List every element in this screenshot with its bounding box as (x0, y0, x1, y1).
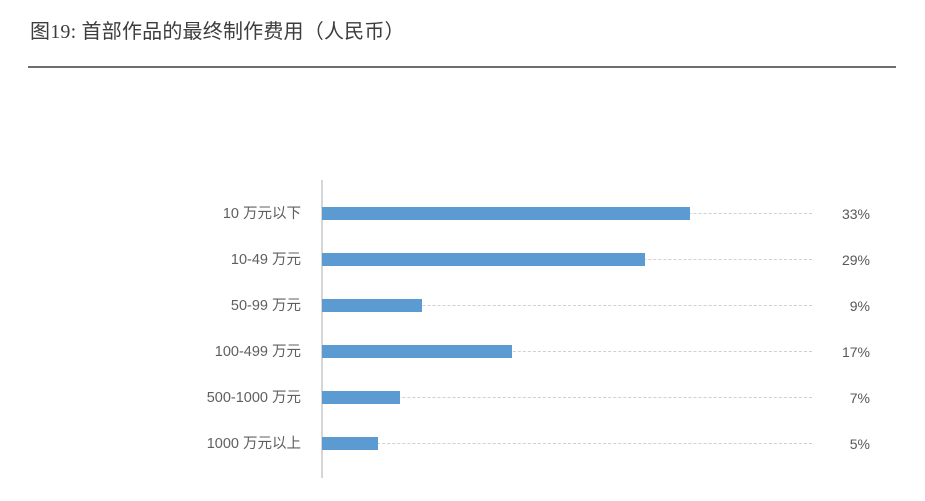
value-label: 33% (841, 206, 870, 222)
bar (322, 391, 400, 404)
title-divider (28, 66, 896, 68)
bar (322, 207, 690, 220)
bar-track (322, 375, 882, 421)
bar-track (322, 283, 882, 329)
chart-row: 100-499 万元 17% (0, 329, 925, 375)
bar (322, 437, 378, 450)
value-label: 5% (849, 436, 870, 452)
bar (322, 345, 512, 358)
chart-row: 500-1000 万元 7% (0, 375, 925, 421)
bar (322, 299, 423, 312)
chart-row: 50-99 万元 9% (0, 283, 925, 329)
category-label: 100-499 万元 (214, 344, 301, 360)
value-label: 29% (841, 252, 870, 268)
bar (322, 253, 646, 266)
bar-track (322, 237, 882, 283)
category-axis-line (321, 180, 323, 478)
value-label: 17% (841, 344, 870, 360)
bar-track (322, 329, 882, 375)
chart-row: 10-49 万元 29% (0, 237, 925, 283)
leader-line (322, 305, 812, 306)
category-label: 10 万元以下 (222, 206, 301, 222)
category-label: 50-99 万元 (230, 298, 301, 314)
chart-row: 1000 万元以上 5% (0, 421, 925, 467)
category-label: 1000 万元以上 (206, 436, 301, 452)
category-label: 10-49 万元 (230, 252, 301, 268)
leader-line (322, 351, 812, 352)
value-label: 7% (849, 390, 870, 406)
figure-title: 图19: 首部作品的最终制作费用（人民币） (30, 21, 405, 43)
value-label: 9% (849, 298, 870, 314)
leader-line (322, 397, 812, 398)
bar-track (322, 421, 882, 467)
leader-line (322, 443, 812, 444)
chart-row: 10 万元以下 33% (0, 191, 925, 237)
category-label: 500-1000 万元 (206, 390, 301, 406)
bar-track (322, 191, 882, 237)
